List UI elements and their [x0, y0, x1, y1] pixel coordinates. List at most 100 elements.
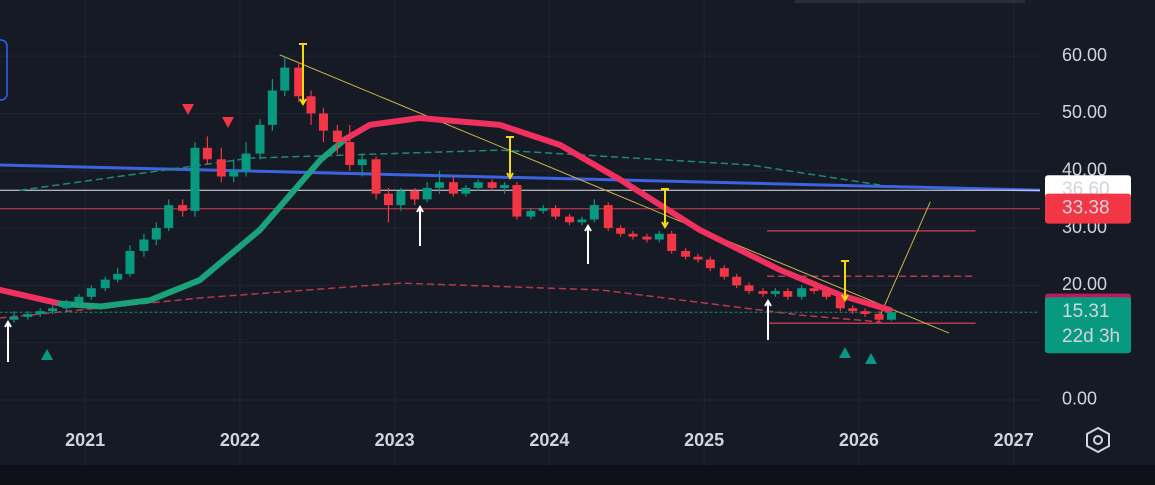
- candle-body: [190, 147, 200, 211]
- candle-body: [448, 182, 458, 194]
- candle-body: [151, 228, 161, 240]
- candle-body: [357, 159, 367, 166]
- candle-body: [113, 273, 123, 280]
- up-arrows: [4, 205, 772, 362]
- price-tag-label: 15.31: [1062, 301, 1110, 322]
- candle-body: [705, 259, 715, 269]
- candle-body: [178, 205, 188, 211]
- overlay-line: [279, 54, 950, 334]
- top-bar: [795, 0, 1025, 3]
- candle-body: [23, 313, 33, 317]
- candle-body: [758, 291, 768, 294]
- candle-body: [74, 296, 84, 303]
- buy-marker: [41, 349, 53, 360]
- overlay-line: [342, 115, 893, 313]
- candle-body: [797, 288, 807, 297]
- candle-body: [848, 308, 858, 312]
- side-button[interactable]: [0, 39, 8, 101]
- candle-body: [332, 130, 342, 143]
- candle-body: [667, 233, 677, 251]
- candle-body: [783, 291, 793, 297]
- candle-body: [628, 233, 638, 237]
- candle-body: [770, 291, 780, 294]
- candle-body: [589, 205, 599, 220]
- candle-body: [100, 279, 110, 289]
- candle-body: [719, 268, 729, 277]
- down-arrows: [299, 43, 849, 302]
- candle-body: [835, 296, 845, 309]
- candle-body: [874, 313, 884, 320]
- candle-body: [267, 90, 277, 125]
- settings-icon-center: [1093, 435, 1103, 445]
- candle-body: [512, 185, 522, 217]
- candle-body: [744, 285, 754, 292]
- candle-body: [410, 190, 420, 200]
- buy-marker: [865, 353, 877, 364]
- candle-body: [86, 288, 96, 297]
- candle-body: [9, 316, 19, 320]
- candle-body: [654, 233, 664, 240]
- candle-body: [860, 311, 870, 314]
- markers: [0, 0, 1025, 364]
- candle-body: [318, 113, 328, 131]
- x-tick-label: 2021: [65, 430, 105, 450]
- candle-body: [642, 236, 652, 240]
- candle-body: [241, 153, 251, 171]
- y-tick-label: 0.00: [1062, 389, 1097, 409]
- candle-body: [551, 207, 561, 217]
- price-tag: [1045, 297, 1131, 354]
- candle-body: [681, 250, 691, 257]
- candle-body: [577, 219, 587, 223]
- candle-body: [693, 256, 703, 260]
- candle-body: [383, 193, 393, 206]
- plot-area: [0, 54, 1042, 334]
- settings-button[interactable]: [1086, 426, 1110, 454]
- y-tick-label: 40.00: [1062, 160, 1107, 180]
- candle-body: [62, 302, 72, 309]
- candle-body: [487, 182, 497, 188]
- y-tick-label: 50.00: [1062, 102, 1107, 122]
- candle-body: [538, 207, 548, 211]
- candle-body: [345, 142, 355, 166]
- candle-body: [526, 210, 536, 217]
- bottom-bar: [0, 465, 1155, 485]
- price-axis: [1040, 0, 1155, 465]
- candle-body: [164, 205, 174, 229]
- candle-body: [603, 205, 613, 229]
- candle-body: [48, 308, 58, 312]
- candle-body: [809, 288, 819, 292]
- candle-body: [461, 187, 471, 194]
- y-tick-label: 60.00: [1062, 45, 1107, 65]
- candle-body: [255, 124, 265, 154]
- candle-body: [435, 182, 445, 188]
- x-tick-label: 2025: [684, 430, 724, 450]
- candle-body: [125, 250, 135, 274]
- candle-body: [732, 276, 742, 286]
- x-tick-label: 2027: [994, 430, 1034, 450]
- candle-body: [306, 96, 316, 114]
- candle-body: [35, 311, 45, 314]
- price-tag-label: 33.38: [1062, 198, 1110, 219]
- sell-marker: [222, 117, 234, 128]
- x-tick-label: 2022: [220, 430, 260, 450]
- x-tick-label: 2026: [839, 430, 879, 450]
- candle-body: [371, 159, 381, 194]
- candle-body: [280, 67, 290, 91]
- countdown-label: 22d 3h: [1062, 326, 1120, 347]
- overlay-line: [0, 286, 64, 307]
- overlay-line: [19, 149, 882, 191]
- x-tick-label: 2024: [529, 430, 569, 450]
- candle-body: [886, 312, 896, 320]
- candle-body: [139, 239, 149, 251]
- candle-body: [229, 170, 239, 177]
- sell-marker: [182, 104, 194, 115]
- settings-icon[interactable]: [1086, 426, 1110, 454]
- candle-body: [565, 216, 575, 223]
- candle-body: [216, 159, 226, 177]
- overlay-line: [878, 201, 931, 319]
- overlay-line: [0, 282, 882, 323]
- price-tag: [1045, 193, 1131, 224]
